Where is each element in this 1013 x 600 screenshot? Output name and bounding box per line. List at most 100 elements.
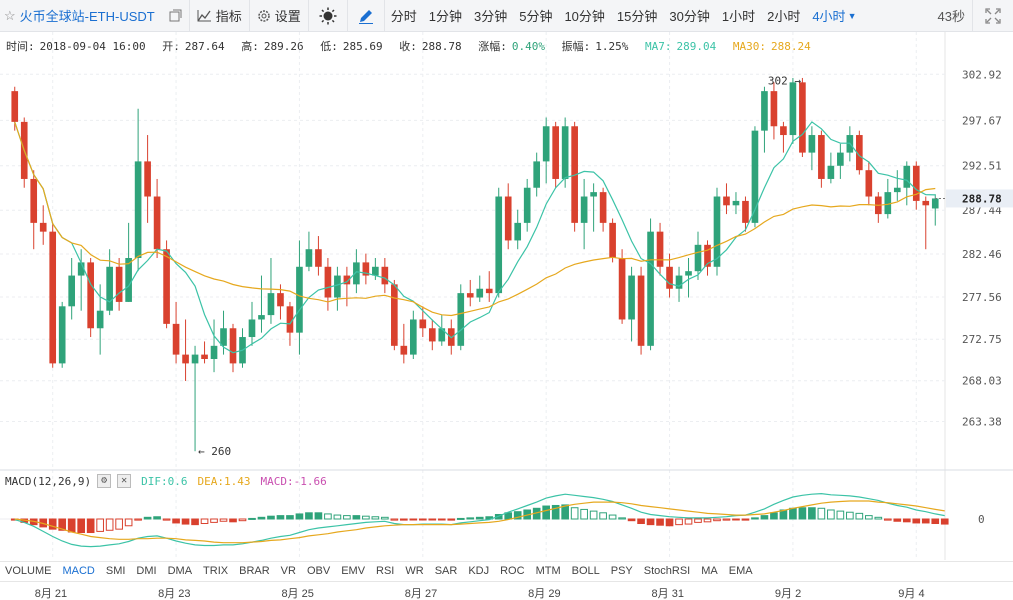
date-tick-label: 8月 29: [528, 588, 561, 600]
macd-bar: [153, 516, 161, 520]
period-5[interactable]: 15分钟: [616, 9, 658, 24]
tab-kdj[interactable]: KDJ: [468, 564, 490, 577]
tab-wr[interactable]: WR: [405, 564, 424, 577]
macd-bar: [172, 518, 180, 524]
period-2[interactable]: 3分钟: [473, 9, 508, 24]
macd-bar: [343, 515, 351, 520]
period-4[interactable]: 10分钟: [564, 9, 605, 24]
close-info: 收: 288.78: [399, 40, 462, 53]
macd-bar: [200, 518, 209, 525]
macd-bar: [703, 518, 712, 523]
macd-bar: [722, 518, 731, 521]
tab-stochrsi[interactable]: StochRSI: [643, 564, 691, 577]
candle-body: [163, 249, 170, 324]
period-0[interactable]: 分时: [390, 9, 417, 24]
indicator-button[interactable]: 指标: [190, 0, 249, 32]
candle-body: [856, 135, 863, 171]
divider: [307, 0, 309, 32]
tab-vr[interactable]: VR: [280, 564, 296, 577]
candle-body: [125, 258, 132, 302]
symbol-title-text: 火币全球站-ETH-USDT: [19, 9, 155, 24]
macd-value: MACD:-1.66: [260, 474, 327, 488]
symbol-title[interactable]: ☆ 火币全球站-ETH-USDT: [0, 0, 162, 32]
tab-sar[interactable]: SAR: [434, 564, 458, 577]
macd-settings-icon[interactable]: ⚙: [97, 474, 112, 488]
candle-body: [324, 266, 332, 298]
macd-bar: [912, 518, 921, 524]
toolbar: ☆ 火币全球站-ETH-USDT 指标 设置 分时 1分钟 3分钟 5分钟 10分钟 15…: [0, 0, 1013, 32]
period-1[interactable]: 1分钟: [428, 9, 462, 24]
candle-body: [523, 187, 531, 223]
tab-volume[interactable]: VOLUME: [5, 564, 52, 577]
price-tick-label: 292.51: [962, 160, 1002, 173]
theme-toggle[interactable]: [309, 0, 347, 32]
macd-bar: [665, 518, 674, 527]
tab-rsi[interactable]: RSI: [376, 564, 395, 577]
price-tick-label: 297.67: [962, 114, 1002, 127]
ma7-line: [14, 121, 936, 354]
ma30-info: MA30: 288.24: [732, 40, 811, 53]
fullscreen-button[interactable]: [973, 0, 1013, 32]
macd-close-icon[interactable]: ✕: [117, 474, 132, 488]
price-tick-label: 272.75: [962, 333, 1002, 346]
candle-body: [229, 328, 237, 364]
macd-bar: [362, 515, 370, 520]
macd-bar: [58, 518, 67, 531]
macd-bar: [134, 518, 142, 521]
star-icon[interactable]: ☆: [4, 7, 16, 23]
candle-body: [504, 196, 512, 241]
macd-bar: [437, 518, 446, 521]
period-3[interactable]: 5分钟: [519, 9, 553, 24]
dif-value: DIF:0.6: [141, 474, 188, 488]
price-tick-label: 277.56: [962, 291, 1002, 304]
tab-macd[interactable]: MACD: [62, 564, 95, 577]
tab-brar[interactable]: BRAR: [239, 564, 270, 577]
candle-body: [732, 200, 740, 206]
period-9[interactable]: 4小时 ▼: [812, 9, 857, 24]
tab-trix[interactable]: TRIX: [203, 564, 229, 577]
price-chart[interactable]: 302.92 297.67 292.51 287.44 282.46 277.56 272.…: [0, 32, 1013, 560]
tab-mtm[interactable]: MTM: [535, 564, 561, 577]
macd-bar: [314, 512, 323, 520]
macd-bar: [324, 513, 332, 520]
tab-dma[interactable]: DMA: [167, 564, 193, 577]
candle-body: [903, 165, 911, 188]
tab-emv[interactable]: EMV: [341, 564, 366, 577]
tab-smi[interactable]: SMI: [105, 564, 126, 577]
draw-tool-button[interactable]: [348, 0, 384, 32]
macd-bar: [551, 504, 560, 520]
high-info: 高: 289.26: [241, 40, 304, 53]
tab-boll[interactable]: BOLL: [571, 564, 600, 577]
macd-bar: [893, 518, 902, 522]
candles: [11, 77, 939, 452]
ma30-line: [14, 121, 936, 317]
macd-bar: [599, 512, 607, 520]
divider: [248, 0, 250, 32]
period-6[interactable]: 30分钟: [669, 9, 710, 24]
macd-bar: [238, 518, 247, 522]
candle-body: [428, 328, 436, 342]
macd-bar: [513, 511, 522, 520]
pencil-icon: [358, 9, 373, 24]
tab-obv[interactable]: OBV: [306, 564, 331, 577]
expand-icon: [985, 7, 1001, 24]
macd-bar: [798, 507, 807, 520]
period-8[interactable]: 2小时: [767, 9, 801, 24]
candle-body: [77, 262, 85, 276]
tab-dmi[interactable]: DMI: [136, 564, 157, 577]
macd-bar: [855, 512, 864, 520]
candle-body: [476, 288, 484, 298]
macd-bar: [191, 518, 199, 526]
tab-ema[interactable]: EMA: [728, 564, 753, 577]
candle-body: [789, 82, 797, 136]
period-7[interactable]: 1小时: [721, 9, 756, 24]
candle-body: [533, 161, 541, 188]
candle-body: [808, 135, 816, 153]
candle-body: [713, 196, 721, 267]
macd-bar: [741, 518, 750, 521]
tab-psy[interactable]: PSY: [610, 564, 633, 577]
tab-roc[interactable]: ROC: [500, 564, 525, 577]
fullscreen-window-icon[interactable]: [162, 0, 189, 32]
tab-ma[interactable]: MA: [701, 564, 718, 577]
settings-button[interactable]: 设置: [250, 0, 308, 32]
